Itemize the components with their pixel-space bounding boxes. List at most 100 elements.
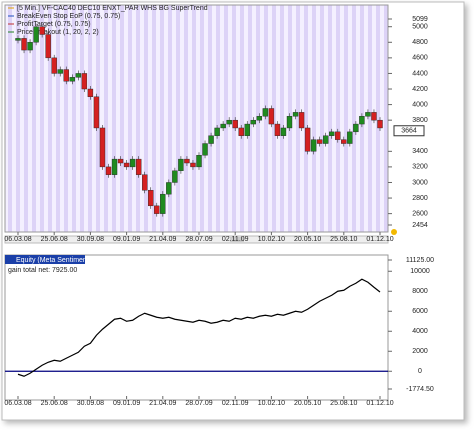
candle — [196, 155, 202, 168]
x-tick-label: 25.06.08 — [41, 400, 68, 407]
candle — [63, 69, 69, 82]
candle — [292, 112, 299, 117]
candle — [208, 135, 214, 144]
y-tick-label: 2600 — [412, 210, 428, 217]
scrollbar[interactable] — [4, 235, 389, 244]
y-tick-label: 6000 — [412, 308, 428, 315]
x-tick-label: 02.11.09 — [222, 236, 249, 243]
candle — [353, 123, 359, 133]
y-tick-label: 2000 — [412, 348, 428, 355]
candle — [238, 127, 244, 136]
scroll-thumb[interactable] — [230, 237, 244, 242]
candle — [286, 116, 293, 129]
legend-line: BreakEven Stop EoP (0.75, 0.75) — [17, 13, 120, 20]
candle — [160, 193, 166, 214]
equity-title: Equity (Meta Sentimentor) — [16, 257, 97, 264]
x-tick-label: 25.08.10 — [330, 400, 357, 407]
candle — [268, 108, 275, 125]
candle — [27, 42, 33, 51]
candle — [15, 38, 21, 41]
candle — [244, 123, 250, 136]
candle — [202, 143, 208, 156]
y-tick-label: 8000 — [412, 288, 428, 295]
candle — [141, 174, 148, 191]
y-tick-label: 3800 — [412, 117, 428, 124]
candle — [87, 88, 94, 98]
x-tick-label: 01.12.10 — [366, 400, 393, 407]
candle — [377, 119, 383, 129]
candle — [81, 73, 88, 90]
candle — [226, 119, 232, 125]
candle — [190, 162, 196, 168]
candle — [304, 127, 311, 152]
price-plot-bg — [5, 5, 388, 232]
x-tick-label: 06.03.08 — [4, 400, 31, 407]
legend-line: ProfitTarget (0.75, 0.75) — [17, 21, 91, 28]
y-tick-label: 10000 — [410, 268, 430, 275]
x-tick-label: 28.07.09 — [185, 236, 212, 243]
equity-gain: gain total net: 7925.00 — [8, 267, 77, 274]
candle — [280, 127, 287, 136]
x-tick-label: 25.06.08 — [41, 236, 68, 243]
y-tick-label: 3200 — [412, 164, 428, 171]
last-value-box — [393, 125, 425, 137]
candle — [178, 158, 184, 171]
candle — [184, 158, 190, 164]
x-tick-label: 02.11.09 — [222, 400, 249, 407]
candle — [341, 139, 347, 144]
x-tick-label: 21.04.09 — [149, 400, 176, 407]
candle — [154, 205, 160, 214]
candle — [51, 57, 57, 74]
candle — [21, 38, 27, 51]
candle — [365, 112, 371, 117]
legend-line: PriceBreakout (1, 20, 2, 2) — [17, 29, 99, 36]
x-tick-label: 10.02.10 — [258, 236, 285, 243]
y-tick-label: 3000 — [412, 179, 428, 186]
x-tick-label: 01.12.10 — [366, 236, 393, 243]
x-tick-label: 09.01.09 — [113, 236, 140, 243]
candle — [135, 158, 142, 175]
candle — [214, 127, 220, 136]
candle — [335, 131, 341, 140]
y-tick-label: 4400 — [412, 70, 428, 77]
x-tick-label: 09.01.09 — [113, 400, 140, 407]
x-tick-label: 10.02.10 — [258, 400, 285, 407]
y-tick-label: 4000 — [412, 328, 428, 335]
x-tick-label: 30.09.08 — [77, 236, 104, 243]
y-tick-label: 4600 — [412, 55, 428, 62]
candle — [75, 73, 82, 78]
candle — [105, 166, 112, 175]
y-tick-label: 2454 — [412, 222, 428, 229]
candle — [371, 112, 377, 121]
y-tick-label: -1774.50 — [406, 386, 434, 393]
candle — [250, 119, 257, 125]
candle — [310, 139, 317, 152]
candle — [232, 119, 238, 129]
candle — [39, 26, 45, 35]
candle — [111, 158, 118, 175]
y-tick-label: 4000 — [412, 101, 428, 108]
y-tick-label: 11125.00 — [406, 257, 434, 264]
y-tick-label: 4200 — [412, 86, 428, 93]
x-tick-label: 20.05.10 — [294, 400, 321, 407]
x-tick-label: 28.07.09 — [185, 400, 212, 407]
price-plot-border — [4, 4, 389, 233]
candle — [93, 96, 100, 129]
candle — [123, 162, 130, 168]
candle — [298, 112, 305, 129]
y-tick-label: 5099 — [412, 16, 428, 23]
legend-line: [5 Min.] VF-CAC40 DEC10 ENXT_PAR WHS BG … — [17, 5, 208, 12]
x-tick-label: 30.09.08 — [77, 400, 104, 407]
x-tick-label: 20.05.10 — [294, 236, 321, 243]
x-tick-label: 06.03.08 — [4, 236, 31, 243]
y-tick-label: 0 — [418, 368, 422, 375]
candle — [148, 190, 154, 207]
candle — [220, 123, 226, 129]
candle — [316, 139, 323, 144]
candle — [99, 127, 106, 168]
candle — [347, 131, 353, 144]
candle — [45, 34, 51, 59]
candle — [166, 182, 172, 195]
candle — [33, 26, 39, 43]
